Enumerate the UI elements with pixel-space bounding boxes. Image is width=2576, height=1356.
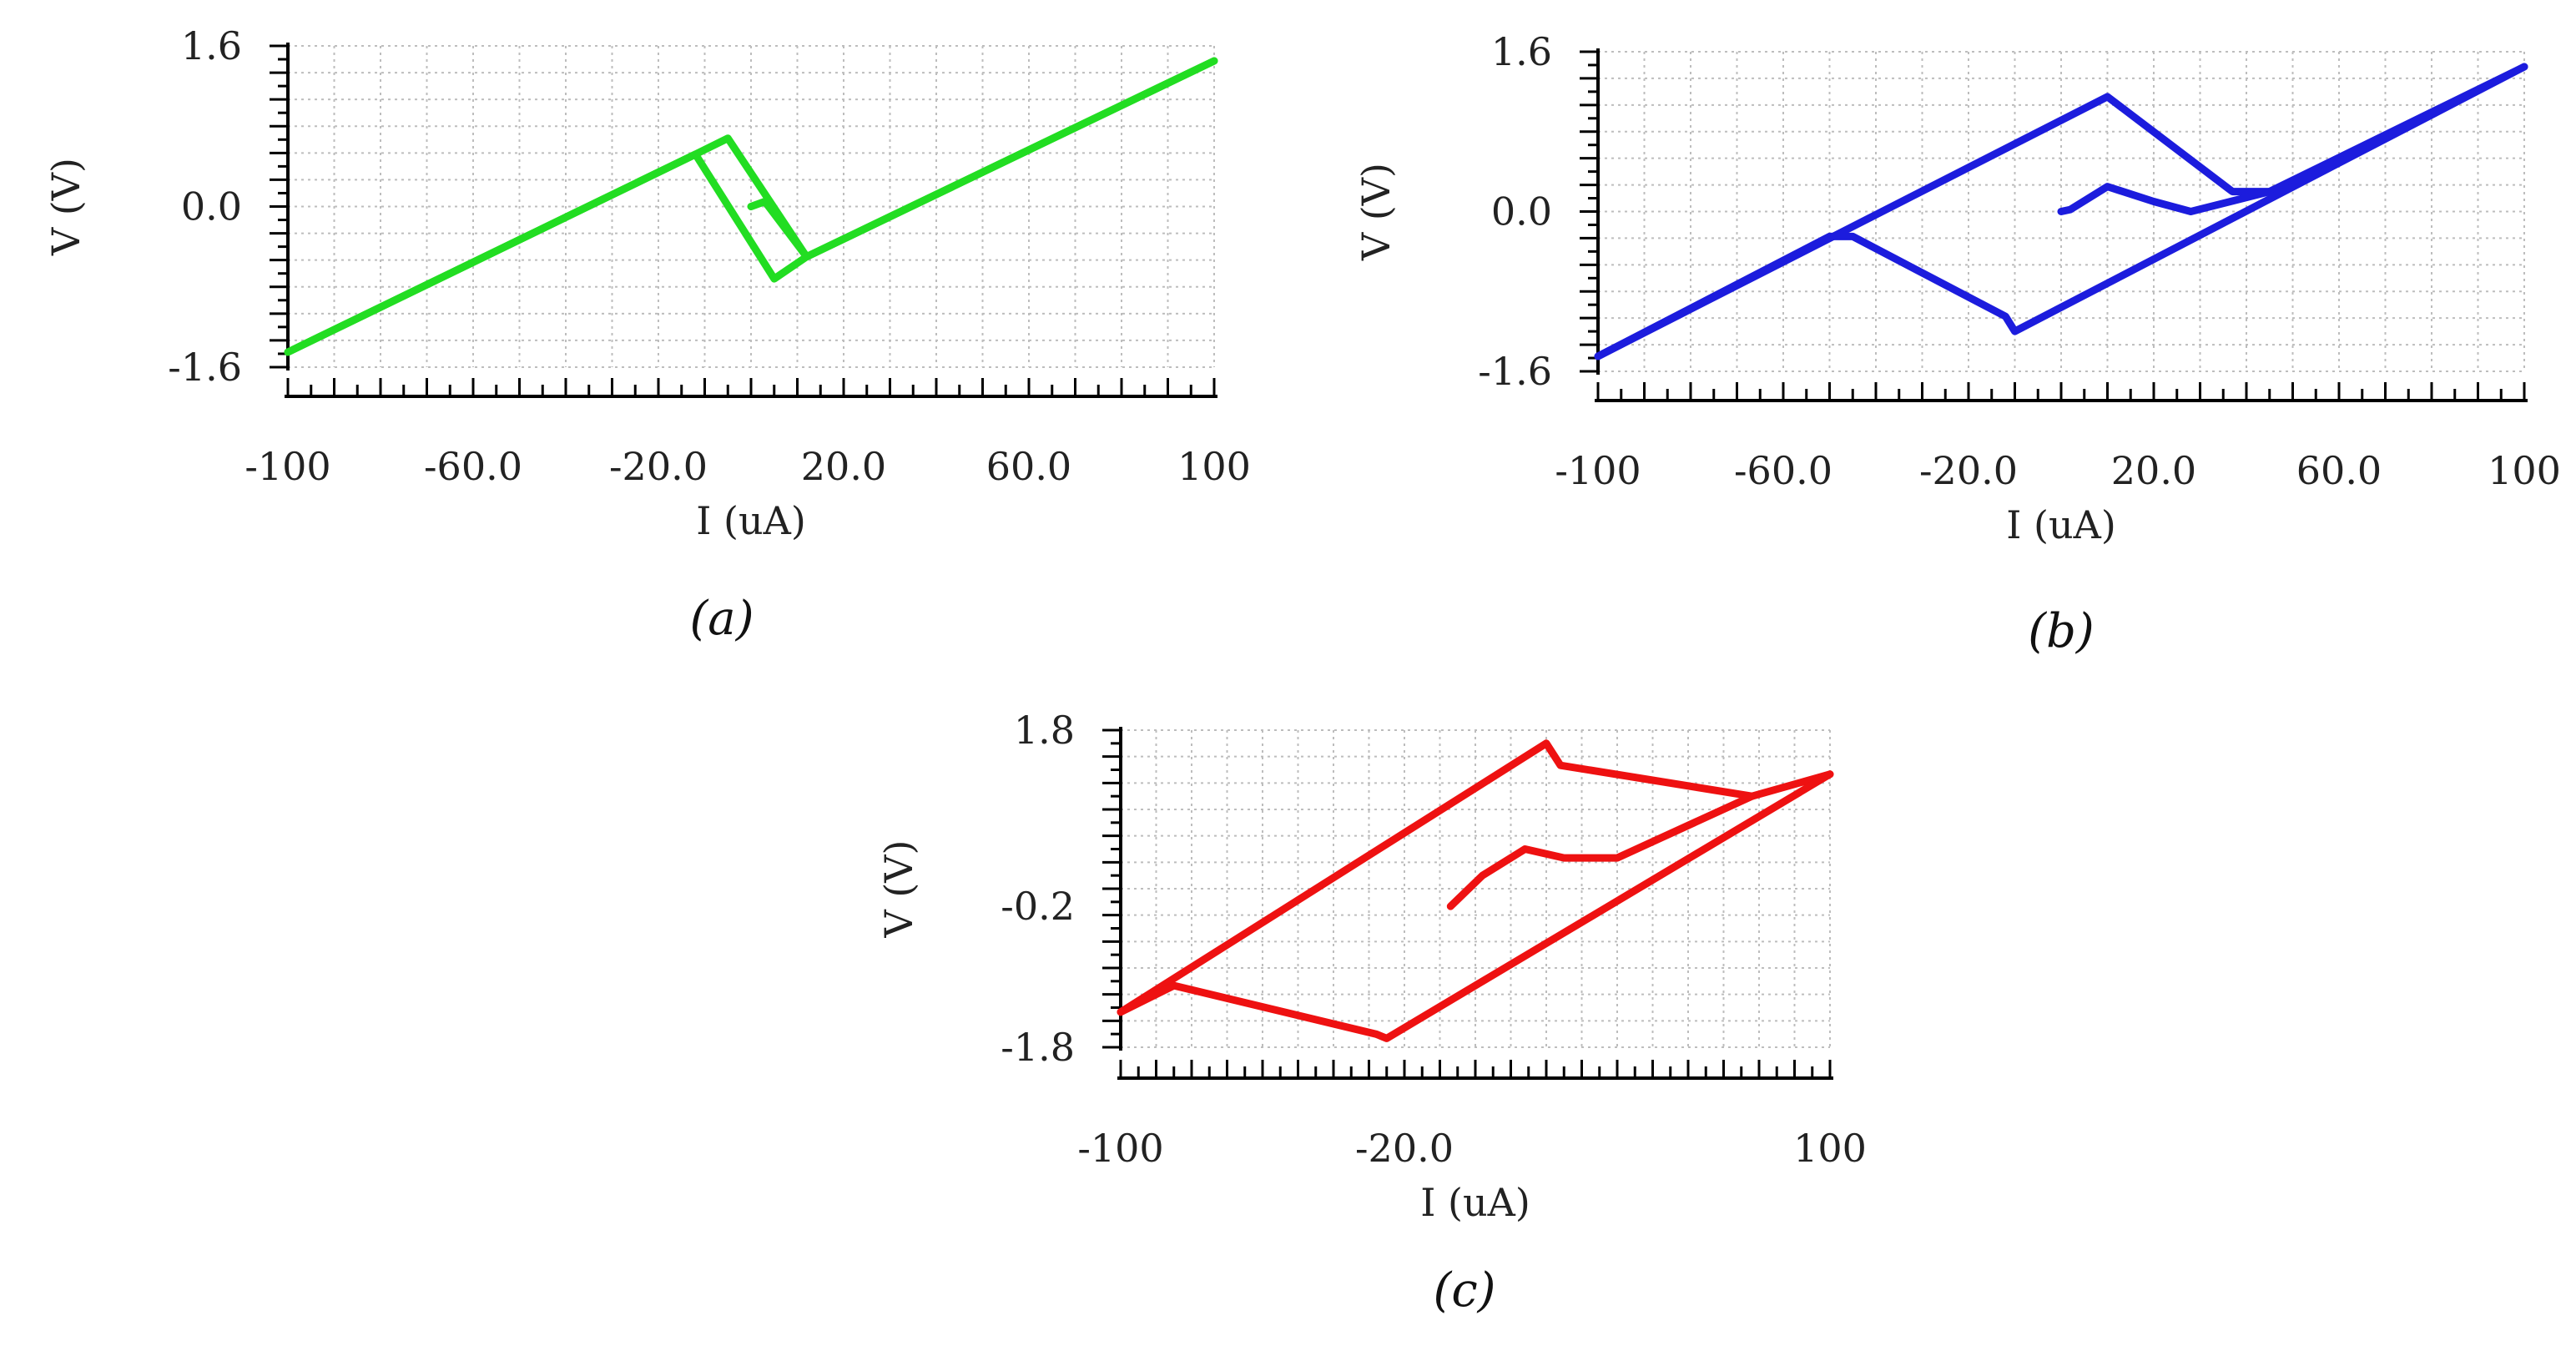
- x-tick-label: -100: [1555, 448, 1641, 493]
- y-axis-c: 1.8 -0.2 -1.8 V (V): [876, 708, 1122, 1070]
- x-tick-label: 60.0: [986, 444, 1071, 489]
- y-tick-label: -1.8: [1001, 1025, 1075, 1070]
- y-tick-label: -0.2: [1001, 884, 1075, 929]
- x-axis-title: I (uA): [696, 498, 806, 543]
- chart-b: 1.6 0.0 -1.6 V (V) -100 -60.0 -20.0 20.0 60.0 100…: [1354, 29, 2561, 658]
- y-tick-label: -1.6: [1478, 349, 1552, 394]
- x-axis-c: -100 -20.0 100 I (uA): [1077, 1060, 1867, 1225]
- series-group-c: [1117, 739, 1834, 1042]
- y-axis-title: V (V): [43, 158, 88, 256]
- y-tick-label: -1.6: [168, 345, 242, 390]
- series-group-a: [284, 57, 1218, 356]
- series-group-b: [1594, 63, 2528, 360]
- y-tick-label: 0.0: [1491, 189, 1552, 234]
- x-axis-a: -100 -60.0 -20.0 20.0 60.0 100 I (uA): [244, 378, 1251, 543]
- chart-c: 1.8 -0.2 -1.8 V (V) -100 -20.0 100 I (uA) (c): [876, 708, 1867, 1318]
- x-tick-label: -100: [244, 444, 330, 489]
- series-line-sweep-down: [1117, 770, 1834, 1042]
- x-tick-label: 60.0: [2296, 448, 2382, 493]
- panel-caption: (c): [1433, 1263, 1495, 1318]
- y-tick-label: 0.0: [181, 184, 242, 229]
- series-line-sweep-down: [284, 57, 1218, 356]
- chart-a: 1.6 0.0 -1.6 V (V) -100 -60.0 -20.0 20.0 60.0 100…: [43, 23, 1251, 646]
- y-tick-label: 1.6: [1491, 29, 1552, 74]
- y-axis-title: V (V): [1354, 163, 1399, 261]
- y-tick-label: 1.8: [1014, 708, 1075, 753]
- panel-caption: (a): [689, 592, 754, 646]
- panel-caption: (b): [2028, 604, 2095, 658]
- x-tick-label: -100: [1077, 1126, 1163, 1171]
- x-tick-label: 100: [2488, 448, 2561, 493]
- y-axis-a: 1.6 0.0 -1.6 V (V): [43, 23, 290, 390]
- series-line-sweep-up: [1117, 739, 1834, 1016]
- y-tick-label: 1.6: [181, 23, 242, 68]
- series-line-start: [2057, 183, 2274, 215]
- x-axis-title: I (uA): [2006, 502, 2116, 547]
- series-line-start: [747, 198, 811, 261]
- series-line-sweep-down: [1594, 63, 2528, 360]
- grid-c: [1121, 729, 1831, 1048]
- x-axis-title: I (uA): [1420, 1180, 1530, 1225]
- series-line-sweep-up: [1594, 63, 2528, 360]
- x-axis-b: -100 -60.0 -20.0 20.0 60.0 100 I (uA): [1555, 382, 2561, 547]
- series-line-start: [1446, 792, 1756, 910]
- x-tick-label: -20.0: [1919, 448, 2018, 493]
- y-axis-title: V (V): [876, 840, 921, 939]
- x-tick-label: 100: [1793, 1126, 1867, 1171]
- x-tick-label: -20.0: [609, 444, 708, 489]
- x-tick-label: 20.0: [2111, 448, 2196, 493]
- x-tick-label: -60.0: [424, 444, 522, 489]
- x-tick-label: -20.0: [1355, 1126, 1454, 1171]
- y-axis-b: 1.6 0.0 -1.6 V (V): [1354, 29, 1600, 394]
- x-tick-label: 20.0: [801, 444, 886, 489]
- x-tick-label: 100: [1177, 444, 1251, 489]
- x-tick-label: -60.0: [1734, 448, 1832, 493]
